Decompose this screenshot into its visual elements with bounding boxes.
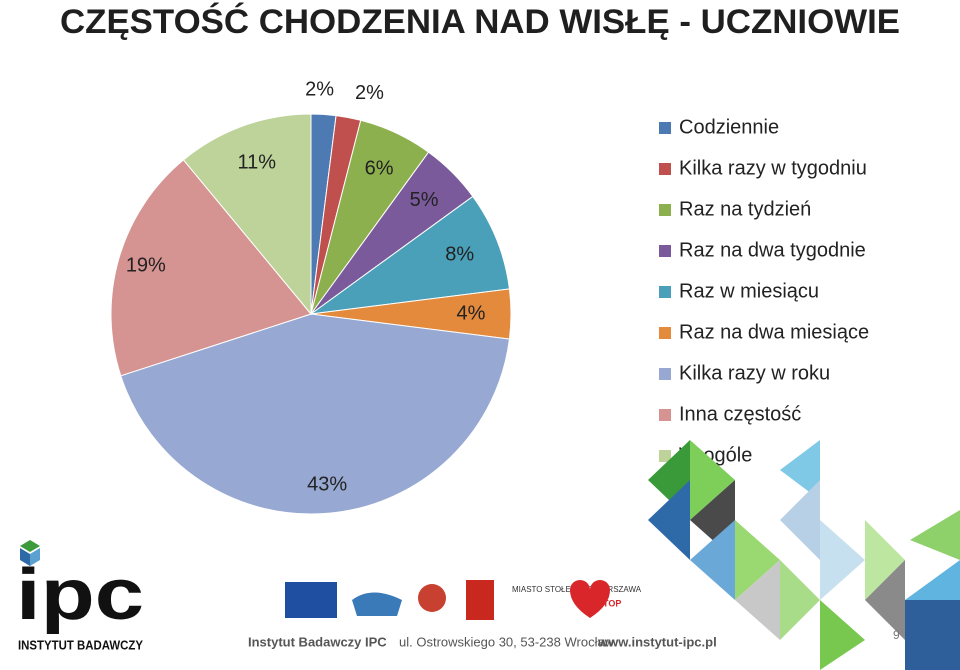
legend-swatch: [659, 409, 671, 421]
legend-label: Raz na dwa tygodnie: [679, 239, 866, 261]
legend-label: Kilka razy w tygodniu: [679, 157, 867, 179]
stop-text: STOP: [597, 598, 621, 608]
logo-text: ipc: [16, 555, 144, 635]
legend-swatch: [659, 286, 671, 298]
chart-title: CZĘSTOŚĆ CHODZENIA NAD WISŁĘ - UCZNIOWIE: [60, 3, 900, 41]
pie-slice: [182, 113, 312, 316]
footer-address: ul. Ostrowskiego 30, 53-238 Wrocław: [399, 634, 615, 649]
data-label: 2%: [305, 79, 334, 101]
footer-website: www.instytut-ipc.pl: [597, 634, 717, 649]
pie-slice: [120, 313, 510, 515]
page-number: 9: [893, 628, 900, 642]
data-label: 19%: [126, 254, 166, 276]
legend-label: Raz na tydzień: [679, 198, 811, 220]
pie-slice: [310, 195, 510, 315]
ipc-logo: ipc INSTYTUT BADAWCZY: [0, 535, 158, 665]
legend-swatch: [659, 450, 671, 462]
legend-swatch: [659, 122, 671, 134]
decoration: [648, 440, 960, 670]
data-label: 2%: [355, 82, 384, 104]
legend-label: Codziennie: [679, 116, 779, 138]
footer-org: Instytut Badawczy IPC: [248, 634, 387, 649]
legend-swatch: [659, 204, 671, 216]
pie: 2% 2% 6% 5% 8% 4% 43% 19% 11%: [110, 79, 512, 515]
legend-label: Raz na dwa miesiące: [679, 321, 869, 343]
data-label: 43%: [307, 474, 347, 496]
data-label: 4%: [457, 302, 486, 324]
data-label: 11%: [238, 152, 277, 174]
legend-swatch: [659, 368, 671, 380]
data-label: 5%: [410, 189, 439, 211]
legend: Codziennie Kilka razy w tygodniu Raz na ty…: [659, 116, 869, 466]
legend-label: Kilka razy w roku: [679, 362, 830, 384]
partner-logos: MIASTO STOŁECZNE WARSZAWA STOP: [285, 580, 642, 620]
legend-swatch: [659, 245, 671, 257]
data-label: 8%: [445, 243, 474, 265]
data-label: 6%: [365, 158, 394, 180]
legend-swatch: [659, 163, 671, 175]
legend-label: Raz w miesiącu: [679, 280, 819, 302]
legend-swatch: [659, 327, 671, 339]
logo-caption: INSTYTUT BADAWCZY: [18, 637, 143, 652]
legend-label: Inna częstość: [679, 403, 801, 425]
pie-slice: [110, 159, 312, 377]
